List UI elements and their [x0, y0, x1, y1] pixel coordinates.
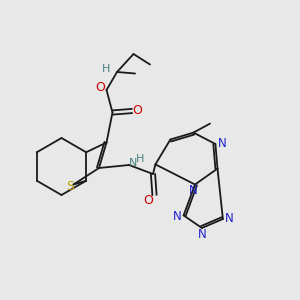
Text: N: N	[189, 184, 198, 197]
Text: N: N	[197, 227, 206, 241]
Text: O: O	[144, 194, 153, 207]
Text: O: O	[133, 103, 142, 117]
Text: H: H	[101, 64, 110, 74]
Text: S: S	[67, 179, 74, 193]
Text: N: N	[173, 210, 182, 224]
Text: O: O	[95, 81, 105, 94]
Text: N: N	[129, 158, 137, 168]
Text: N: N	[225, 212, 234, 226]
Text: H: H	[136, 154, 145, 164]
Text: N: N	[218, 137, 226, 150]
